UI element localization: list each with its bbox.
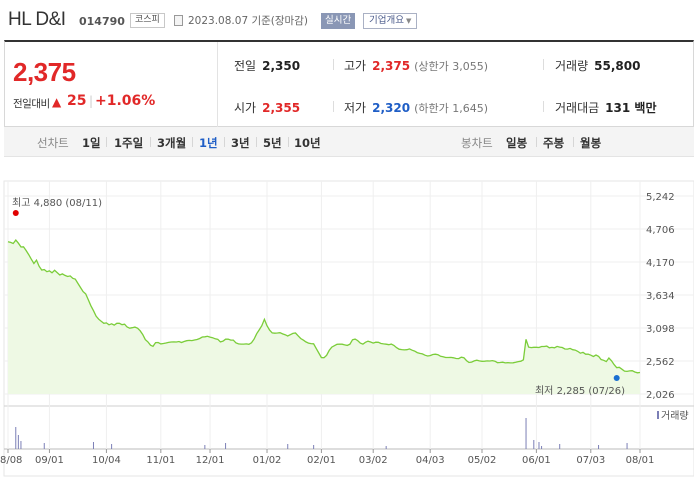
company-info-label: 기업개요 <box>369 15 404 26</box>
stat-open: 시가 2,355 <box>234 99 300 116</box>
x-tick-label: 11/01 <box>146 455 175 466</box>
stat-value: 2,355 <box>262 101 301 115</box>
volume-legend-swatch <box>657 411 659 419</box>
period-divider <box>288 137 289 147</box>
stock-header: HL D&I 014790 코스피 2023.08.07 기준(장마감) 실시간… <box>0 0 694 40</box>
price-area <box>8 240 640 394</box>
candle-daily[interactable]: 일봉 <box>506 136 528 150</box>
y-tick-label: 4,706 <box>646 225 675 236</box>
period-1day[interactable]: 1일 <box>82 136 101 150</box>
stat-label: 시가 <box>234 101 257 115</box>
x-tick-label: 07/03 <box>576 455 605 466</box>
change-amount: 25 <box>67 93 87 109</box>
high-marker <box>12 210 19 216</box>
stat-amount: 거래대금 131 백만 <box>555 99 656 116</box>
lower-limit: (하한가 1,645) <box>414 102 488 115</box>
stat-value: 2,350 <box>262 59 301 73</box>
company-name: HL D&I <box>8 9 66 30</box>
period-3year[interactable]: 3년 <box>231 136 250 150</box>
y-tick-label: 3,098 <box>646 324 675 335</box>
period-divider <box>224 137 225 147</box>
stat-value: 131 백만 <box>605 101 657 115</box>
realtime-button[interactable]: 실시간 <box>321 13 356 29</box>
high-annotation: 최고 4,880 (08/11) <box>12 197 102 209</box>
change-percent: +1.06% <box>95 93 156 109</box>
change-label: 전일대비 <box>13 98 50 110</box>
stat-label: 거래량 <box>555 59 589 73</box>
period-divider <box>256 137 257 147</box>
x-tick-label: 01/02 <box>253 455 282 466</box>
x-tick-label: 04/03 <box>416 455 445 466</box>
company-info-dropdown[interactable]: 기업개요 ▼ <box>363 13 418 29</box>
stat-label: 전일 <box>234 59 257 73</box>
chevron-down-icon: ▼ <box>405 17 412 25</box>
candle-chart-label: 봉차트 <box>461 136 493 150</box>
stat-divider <box>543 101 544 112</box>
low-marker <box>613 375 620 382</box>
document-icon <box>174 15 183 26</box>
y-tick-label: 2,562 <box>646 357 675 368</box>
period-selector: 선차트 1일 1주일 3개월 1년 3년 5년 10년 봉차트 일봉 주봉 월봉 <box>4 127 694 157</box>
x-tick-label: 02/01 <box>307 455 336 466</box>
candle-weekly[interactable]: 주봉 <box>543 136 565 150</box>
company-code: 014790 <box>79 15 125 28</box>
stat-label: 고가 <box>344 59 367 73</box>
x-tick-label: 08/01 <box>626 455 655 466</box>
line-chart-label: 선차트 <box>37 136 69 150</box>
candle-monthly[interactable]: 월봉 <box>580 136 602 150</box>
stat-low: 저가 2,320 (하한가 1,645) <box>344 99 488 116</box>
volume-legend: 거래량 <box>661 410 689 422</box>
period-divider <box>192 137 193 147</box>
period-divider <box>573 137 574 147</box>
period-3month[interactable]: 3개월 <box>157 136 187 150</box>
period-10year[interactable]: 10년 <box>294 136 321 150</box>
stat-value: 2,320 <box>372 101 411 115</box>
stat-value: 2,375 <box>372 59 411 73</box>
x-tick-label: 08/08 <box>0 455 22 466</box>
stat-label: 거래대금 <box>555 101 600 115</box>
market-badge: 코스피 <box>130 13 165 28</box>
x-tick-label: 12/01 <box>196 455 225 466</box>
stat-divider <box>333 59 334 70</box>
current-price: 2,375 <box>13 57 76 87</box>
quote-divider <box>217 42 218 127</box>
y-tick-label: 3,634 <box>646 291 675 302</box>
stat-volume: 거래량 55,800 <box>555 57 640 74</box>
stat-prev-close: 전일 2,350 <box>234 57 300 74</box>
price-chart[interactable]: 5,242 4,706 4,170 3,634 3,098 2,562 2,026 08/0… <box>0 157 694 477</box>
quote-summary: 2,375 전일대비 ▲ 25 | +1.06% 전일 2,350 고가 2,375… <box>4 40 694 127</box>
stat-value: 55,800 <box>594 59 641 73</box>
y-tick-label: 4,170 <box>646 258 675 269</box>
x-tick-label: 05/02 <box>468 455 497 466</box>
x-tick-label: 06/01 <box>522 455 551 466</box>
period-divider <box>106 137 107 147</box>
x-tick-label: 03/02 <box>359 455 388 466</box>
stat-label: 저가 <box>344 101 367 115</box>
period-1week[interactable]: 1주일 <box>114 136 144 150</box>
period-divider <box>536 137 537 147</box>
low-annotation: 최저 2,285 (07/26) <box>535 385 625 397</box>
base-date: 2023.08.07 기준(장마감) <box>188 15 308 27</box>
price-line <box>7 239 641 374</box>
period-5year[interactable]: 5년 <box>263 136 282 150</box>
stat-high: 고가 2,375 (상한가 3,055) <box>344 57 488 74</box>
x-tick-label: 10/04 <box>92 455 121 466</box>
x-tick-label: 09/01 <box>35 455 64 466</box>
up-arrow-icon: ▲ <box>52 95 62 109</box>
upper-limit: (상한가 3,055) <box>414 60 488 73</box>
period-divider <box>150 137 151 147</box>
y-tick-label: 5,242 <box>646 192 675 203</box>
change-divider: | <box>89 94 94 108</box>
y-tick-label: 2,026 <box>646 390 675 401</box>
stat-divider <box>333 101 334 112</box>
stat-divider <box>543 59 544 70</box>
period-1year[interactable]: 1년 <box>199 136 218 150</box>
